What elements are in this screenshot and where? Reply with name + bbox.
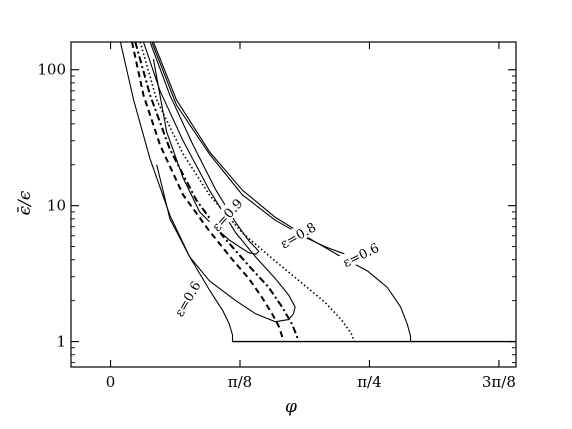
series-line-3-solid bbox=[149, 42, 260, 255]
x-tick-label-3: π/4 bbox=[357, 373, 381, 391]
annotation-group-3: ε=0.8 bbox=[276, 218, 319, 252]
axes-layer bbox=[70, 41, 517, 368]
series-line-2-solid bbox=[142, 42, 296, 323]
series-line-5-solid bbox=[151, 42, 355, 258]
x-tick-label-4: 3π/8 bbox=[482, 373, 516, 391]
annotation-bg-1 bbox=[170, 277, 204, 320]
annotation-1: ε=0.6 bbox=[172, 279, 204, 320]
annotation-group-1: ε=0.6 bbox=[170, 277, 205, 320]
series-line-1-solid bbox=[119, 42, 234, 342]
y-axis-label: ϵ̄/ϵ bbox=[15, 190, 35, 215]
x-tick-label-1: 0 bbox=[106, 373, 116, 391]
series-line-8-dot bbox=[139, 42, 356, 342]
series-line-7-dashdot bbox=[134, 42, 300, 342]
annotation-4: ε=0.6 bbox=[341, 241, 382, 271]
annotation-bg-3 bbox=[276, 218, 319, 251]
x-axis-label: φ bbox=[285, 397, 297, 417]
y-tick-label-3: 100 bbox=[37, 61, 66, 79]
series-line-6-dash bbox=[131, 42, 285, 342]
x-tick-label-2: π/8 bbox=[228, 373, 252, 391]
annotation-bg-2 bbox=[207, 194, 246, 235]
y-tick-label-1: 1 bbox=[56, 333, 66, 351]
plot-frame bbox=[70, 41, 517, 368]
annotation-bg-4 bbox=[339, 238, 382, 270]
annotation-group-4: ε=0.6 bbox=[339, 238, 382, 271]
y-tick-label-2: 10 bbox=[47, 197, 66, 215]
